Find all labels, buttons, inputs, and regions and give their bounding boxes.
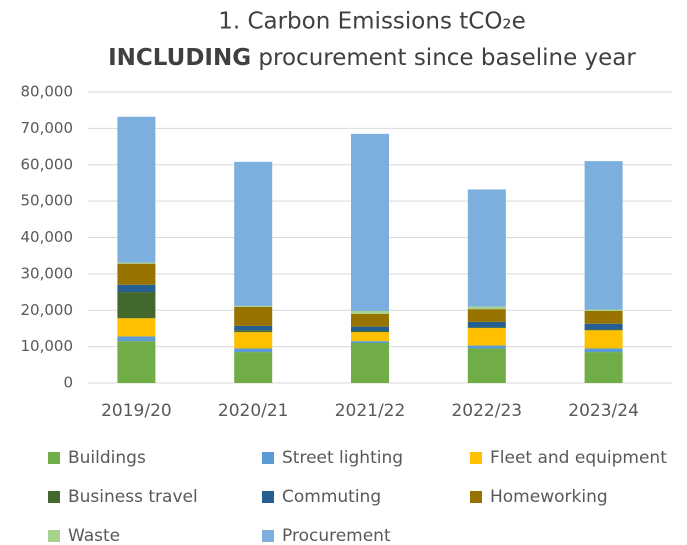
bar-segment [351, 341, 389, 343]
bar-segment [117, 292, 156, 319]
legend-swatch [262, 530, 274, 542]
y-tick-label: 40,000 [21, 228, 74, 246]
bar-segment [117, 116, 156, 263]
bar-segment [467, 306, 506, 310]
bar-segment [117, 262, 156, 264]
chart-title: 1. Carbon Emissions tCO₂e [218, 9, 526, 35]
legend-swatch [470, 491, 482, 503]
bar-segment [351, 310, 389, 314]
y-tick-label: 30,000 [21, 264, 74, 282]
y-tick-label: 80,000 [21, 83, 74, 101]
legend-label: Commuting [282, 487, 381, 507]
bar-segment [467, 328, 506, 346]
bar-segment [117, 341, 156, 383]
legend-swatch [48, 491, 60, 503]
bar-segment [467, 345, 506, 349]
bar-segment [234, 348, 273, 353]
legend-swatch [48, 452, 60, 464]
subtitle-text: procurement since baseline year [258, 45, 636, 71]
legend-label: Buildings [68, 448, 146, 468]
bar-segment [351, 313, 389, 327]
bar-segment [467, 189, 506, 307]
legend-label: Business travel [68, 487, 198, 507]
bar-segment [584, 309, 623, 311]
bar-segment [351, 330, 389, 333]
y-tick-label: 70,000 [21, 119, 74, 137]
bar-segment [467, 309, 506, 322]
bar-segment [351, 133, 389, 311]
legend-label: Homeworking [490, 487, 608, 507]
legend-swatch [262, 452, 274, 464]
chart-subtitle: INCLUDING procurement since baseline yea… [108, 45, 636, 71]
x-tick-label: 2023/24 [568, 401, 639, 421]
bar-segment [117, 336, 156, 342]
x-tick-label: 2019/20 [101, 401, 172, 421]
legend-swatch [262, 491, 274, 503]
y-tick-label: 10,000 [21, 337, 74, 355]
bar-segment [467, 348, 506, 383]
y-tick-label: 0 [63, 374, 73, 392]
bar-segment [584, 352, 623, 383]
bar-segment [234, 330, 273, 333]
bar-segment [351, 342, 389, 383]
y-tick-label: 50,000 [21, 192, 74, 210]
legend-swatch [48, 530, 60, 542]
x-tick-label: 2020/21 [218, 401, 289, 421]
bar-segment [584, 348, 623, 353]
y-tick-label: 20,000 [21, 301, 74, 319]
legend-swatch [470, 452, 482, 464]
legend-label: Waste [68, 526, 120, 545]
bar-segment [234, 161, 273, 306]
bar-segment [467, 321, 506, 328]
bar-segment [584, 161, 623, 310]
bar-segment [234, 325, 273, 331]
legend-label: Procurement [282, 526, 391, 545]
bar-segment [584, 323, 623, 330]
legend-label: Fleet and equipment [490, 448, 667, 468]
legend-label: Street lighting [282, 448, 403, 468]
bar-segment [117, 318, 156, 337]
bar-segment [234, 305, 273, 307]
bar-segment [584, 329, 623, 331]
bar-segment [117, 263, 156, 285]
bar-segment [584, 310, 623, 324]
y-tick-label: 60,000 [21, 155, 74, 173]
bar-segment [351, 326, 389, 331]
bar-segment [234, 306, 273, 326]
bar-segment [467, 327, 506, 329]
bar-segment [234, 352, 273, 383]
x-tick-label: 2022/23 [451, 401, 522, 421]
bar-segment [234, 332, 273, 349]
x-tick-label: 2021/22 [335, 401, 406, 421]
subtitle-emphasis: INCLUDING [108, 45, 251, 71]
bar-segment [584, 330, 623, 349]
bar-segment [117, 284, 156, 293]
bar-segment [351, 332, 389, 342]
